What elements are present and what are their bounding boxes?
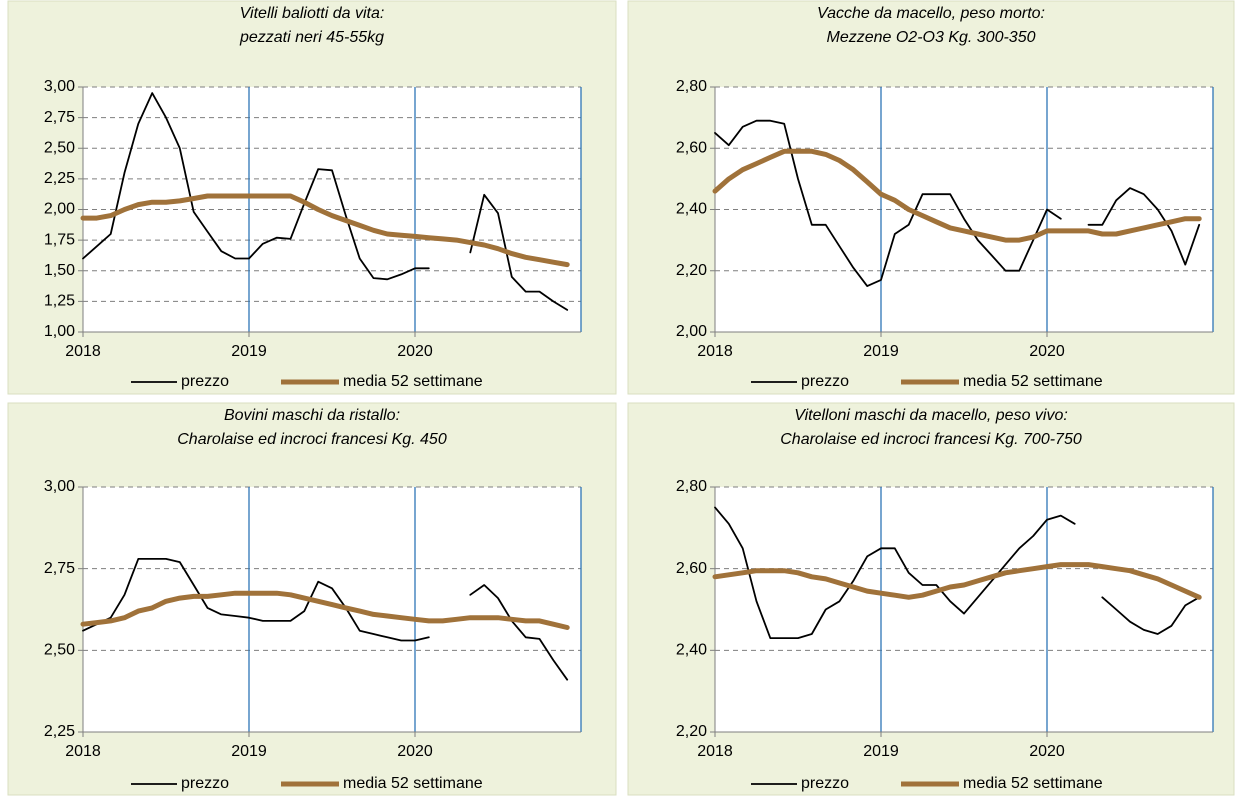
plot-area — [83, 487, 581, 732]
y-tick-label: 2,80 — [676, 78, 707, 95]
series-line — [712, 148, 1202, 243]
legend-label: prezzo — [181, 373, 229, 390]
legend-label: prezzo — [181, 775, 229, 792]
y-tick-label: 2,75 — [44, 109, 75, 126]
x-tick-label: 2018 — [697, 343, 733, 360]
chart-title: Vitelli baliotti da vita: — [240, 5, 385, 22]
legend-label: media 52 settimane — [963, 775, 1103, 792]
plot-area — [715, 487, 1213, 732]
series-line — [82, 558, 430, 642]
y-tick-label: 3,00 — [44, 478, 75, 495]
chart-panel: Vacche da macello, peso morto: Mezzene O2… — [627, 0, 1235, 395]
y-tick-label: 3,00 — [44, 78, 75, 95]
series-line — [1087, 187, 1201, 266]
chart-panel: Vitelli baliotti da vita: pezzati neri 45… — [7, 0, 617, 395]
chart-title: pezzati neri 45-55kg — [239, 29, 384, 46]
y-tick-label: 2,25 — [44, 723, 75, 740]
x-tick-label: 2020 — [397, 743, 433, 760]
y-tick-label: 1,00 — [44, 323, 75, 340]
y-tick-label: 2,00 — [676, 323, 707, 340]
x-tick-label: 2019 — [863, 343, 899, 360]
y-tick-label: 2,60 — [676, 560, 707, 577]
y-tick-label: 2,75 — [44, 560, 75, 577]
series-line — [714, 506, 1076, 639]
series-line — [80, 193, 570, 268]
y-tick-label: 2,40 — [676, 642, 707, 659]
x-tick-label: 2018 — [697, 743, 733, 760]
y-tick-label: 2,25 — [44, 170, 75, 187]
x-tick-label: 2019 — [863, 743, 899, 760]
y-tick-label: 1,50 — [44, 262, 75, 279]
series-line — [714, 119, 1062, 287]
y-tick-label: 2,80 — [676, 478, 707, 495]
x-tick-label: 2018 — [65, 743, 101, 760]
series-line — [82, 92, 430, 281]
x-tick-label: 2020 — [1029, 343, 1065, 360]
chart-title: Charolaise ed incroci francesi Kg. 700-7… — [780, 431, 1082, 448]
legend-label: media 52 settimane — [343, 373, 483, 390]
chart-title: Mezzene O2-O3 Kg. 300-350 — [826, 29, 1035, 46]
legend-label: prezzo — [801, 373, 849, 390]
x-tick-label: 2020 — [1029, 743, 1065, 760]
series-line — [469, 584, 569, 681]
y-tick-label: 1,75 — [44, 231, 75, 248]
series-line — [80, 590, 570, 630]
y-tick-label: 2,20 — [676, 723, 707, 740]
chart-panel: Vitelloni maschi da macello, peso vivo: C… — [627, 402, 1235, 796]
y-tick-label: 2,00 — [44, 201, 75, 218]
chart-title: Bovini maschi da ristallo: — [224, 407, 400, 424]
legend-label: prezzo — [801, 775, 849, 792]
y-tick-label: 1,25 — [44, 293, 75, 310]
series-line — [469, 193, 569, 311]
chart-title: Vitelloni maschi da macello, peso vivo: — [794, 407, 1068, 424]
x-tick-label: 2019 — [231, 743, 267, 760]
x-tick-label: 2020 — [397, 343, 433, 360]
y-tick-label: 2,40 — [676, 201, 707, 218]
y-tick-label: 2,50 — [44, 139, 75, 156]
chart-title: Charolaise ed incroci francesi Kg. 450 — [177, 431, 447, 448]
x-tick-label: 2018 — [65, 343, 101, 360]
series-line — [1101, 596, 1201, 635]
legend-label: media 52 settimane — [963, 373, 1103, 390]
y-tick-label: 2,60 — [676, 139, 707, 156]
x-tick-label: 2019 — [231, 343, 267, 360]
legend-label: media 52 settimane — [343, 775, 483, 792]
chart-panel: Bovini maschi da ristallo: Charolaise ed … — [7, 402, 617, 796]
y-tick-label: 2,20 — [676, 262, 707, 279]
y-tick-label: 2,50 — [44, 642, 75, 659]
chart-title: Vacche da macello, peso morto: — [817, 5, 1045, 22]
series-line — [712, 562, 1202, 600]
